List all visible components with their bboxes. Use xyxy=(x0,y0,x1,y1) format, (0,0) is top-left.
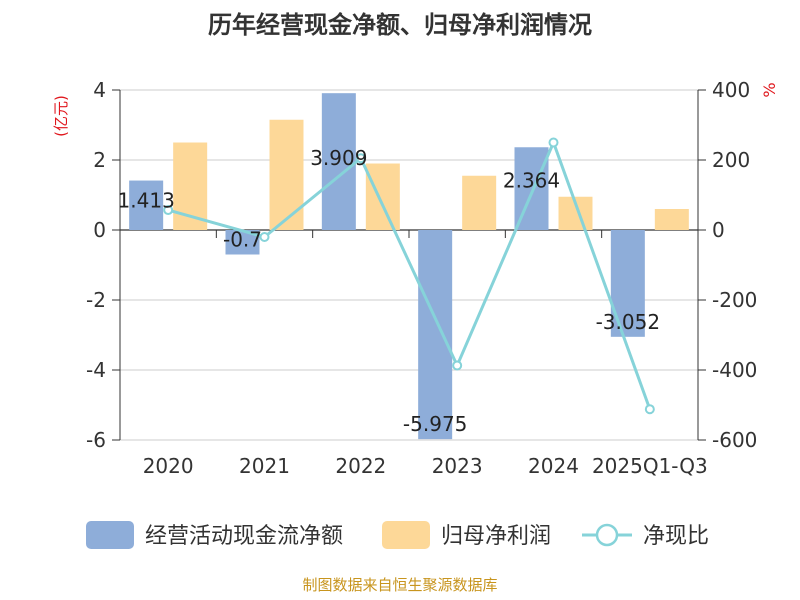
y-left-tick-label: -6 xyxy=(86,428,106,452)
x-tick-label: 2024 xyxy=(528,454,579,478)
x-tick-label: 2025Q1-Q3 xyxy=(592,454,708,478)
y-left-unit-label: (亿元) xyxy=(52,95,70,137)
legend-label-ratio: 净现比 xyxy=(643,524,709,549)
ratio-point xyxy=(355,153,366,164)
x-tick-label: 2023 xyxy=(432,454,483,478)
chart-title: 历年经营现金净额、归母净利润情况 xyxy=(208,11,592,39)
legend: 经营活动现金流净额 归母净利润 净现比 xyxy=(86,521,709,549)
y-left-tick-label: -4 xyxy=(86,358,106,382)
y-left-tick-label: 2 xyxy=(93,148,106,172)
legend-label-profit: 归母净利润 xyxy=(441,524,551,549)
ratio-series-line xyxy=(167,138,652,410)
net-profit-bar xyxy=(654,209,689,230)
cash-flow-data-label: 1.413 xyxy=(118,189,175,213)
cash-flow-data-label: -5.975 xyxy=(403,412,467,436)
ratio-point xyxy=(548,137,559,148)
y-right-unit-label: % xyxy=(760,82,779,97)
legend-swatch-cash xyxy=(86,521,134,549)
y-right-tick-label: 0 xyxy=(712,218,725,242)
net-profit-bar xyxy=(462,175,497,230)
y-right-tick-label: 200 xyxy=(712,148,750,172)
ratio-line xyxy=(163,137,655,415)
net-profit-bar xyxy=(269,119,304,230)
bars xyxy=(129,93,689,440)
source-note: 制图数据来自恒生聚源数据库 xyxy=(302,576,497,594)
cash-flow-bar xyxy=(129,180,164,230)
legend-swatch-profit xyxy=(382,521,430,549)
y-right-tick-label: -600 xyxy=(712,428,757,452)
data-labels: 1.413 -0.7 3.909 -5.975 2.364 -3.052 xyxy=(118,146,661,436)
y-left-tick-label: 0 xyxy=(93,218,106,242)
y-left-tick-label: 4 xyxy=(93,78,106,102)
y-right-tick-label: -200 xyxy=(712,288,757,312)
cash-flow-data-label: -0.7 xyxy=(223,228,262,252)
cash-flow-data-label: -3.052 xyxy=(596,310,660,334)
legend-label-cash: 经营活动现金流净额 xyxy=(145,524,343,549)
ratio-point xyxy=(163,205,174,216)
grid xyxy=(120,89,698,441)
x-tick-label: 2021 xyxy=(239,454,290,478)
cash-flow-bar xyxy=(321,93,356,230)
x-tick-label: 2022 xyxy=(335,454,386,478)
axes: 4 2 0 -2 -4 -6 400 200 0 -200 -400 -600 2020 2021 2022… xyxy=(86,78,757,478)
ratio-point xyxy=(644,404,655,415)
y-left-tick-label: -2 xyxy=(86,288,106,312)
net-profit-bar xyxy=(365,163,400,230)
ratio-point xyxy=(259,232,270,242)
y-right-tick-label: -400 xyxy=(712,358,757,382)
cash-flow-bar xyxy=(418,230,453,440)
y-right-tick-label: 400 xyxy=(712,78,750,102)
legend-swatch-ratio-marker xyxy=(595,523,619,547)
cash-flow-data-label: 2.364 xyxy=(503,168,560,192)
x-tick-label: 2020 xyxy=(143,454,194,478)
ratio-point xyxy=(452,360,463,371)
cash-flow-data-label: 3.909 xyxy=(310,146,367,170)
